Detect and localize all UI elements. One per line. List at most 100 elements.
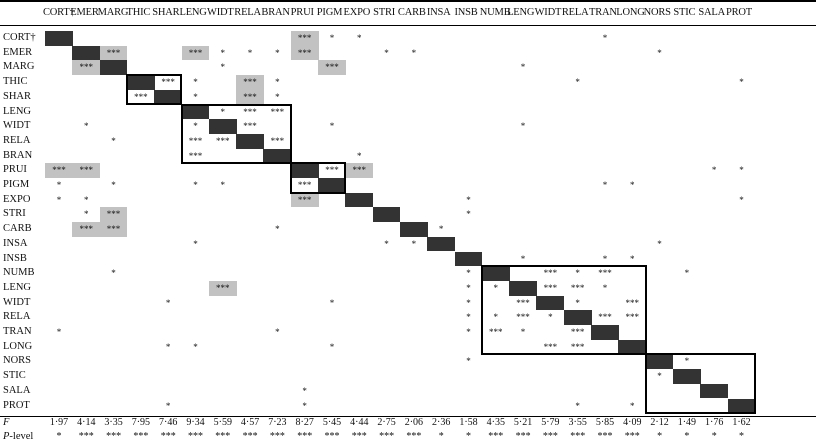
f-value: 1·62 — [732, 417, 751, 429]
f-value: 1·97 — [49, 417, 69, 429]
column-header: TRAN — [589, 7, 617, 18]
row-header: BRAN — [3, 149, 33, 161]
diagonal-cell — [563, 310, 592, 325]
significance-cell: * — [247, 47, 253, 58]
p-level-value: *** — [78, 431, 94, 443]
row-header: MARG — [3, 61, 35, 73]
significance-cell: * — [302, 400, 307, 411]
significance-cell: * — [711, 165, 717, 176]
significance-cell: *** — [215, 135, 230, 146]
significance-cell: * — [356, 33, 362, 43]
header-rule — [0, 25, 816, 26]
significance-cell: *** — [625, 312, 639, 323]
f-value: 8·27 — [295, 417, 314, 429]
significance-cell: * — [466, 297, 471, 308]
column-header: INSB — [454, 7, 478, 18]
column-header: EMER — [70, 7, 99, 18]
row-header: RELA — [3, 311, 31, 323]
significance-cell: *** — [236, 89, 264, 105]
p-level-value: *** — [351, 431, 367, 443]
row-header: INSB — [3, 252, 27, 264]
significance-cell: *** — [45, 163, 73, 178]
diagonal-cell — [536, 295, 565, 311]
significance-cell: * — [575, 77, 580, 88]
row-header: TRAN — [3, 326, 32, 337]
column-header: LENG — [507, 7, 535, 18]
significance-cell: * — [411, 238, 417, 249]
significance-cell: * — [193, 180, 198, 190]
significance-cell: *** — [488, 327, 503, 337]
row-header: WIDT — [3, 296, 31, 308]
significance-cell: *** — [161, 77, 175, 88]
significance-cell: * — [629, 400, 635, 411]
f-value: 1·58 — [459, 417, 478, 429]
diagonal-cell — [618, 339, 647, 355]
column-header: STIC — [673, 7, 696, 18]
significance-cell: * — [193, 91, 198, 102]
significance-cell: *** — [570, 327, 585, 337]
diagonal-cell — [427, 236, 456, 252]
p-level-value: *** — [133, 431, 149, 443]
p-level-value: *** — [297, 431, 313, 443]
diagonal-cell — [509, 280, 537, 296]
block-outline — [289, 162, 347, 194]
significance-cell: *** — [72, 60, 101, 76]
significance-cell: *** — [598, 268, 612, 279]
row-header: STRI — [3, 208, 26, 220]
significance-cell: *** — [345, 163, 374, 178]
significance-cell: * — [329, 297, 335, 308]
f-row-label: F — [3, 417, 10, 429]
significance-cell: *** — [570, 282, 585, 293]
significance-cell: *** — [297, 180, 312, 190]
column-header: CARB — [397, 7, 426, 18]
significance-cell: * — [384, 47, 389, 58]
f-value: 5·21 — [513, 417, 533, 429]
diagonal-cell — [236, 133, 264, 149]
diagonal-cell — [208, 119, 237, 134]
significance-cell: * — [602, 282, 608, 293]
diagonal-cell — [72, 45, 101, 61]
block-outline — [644, 353, 756, 415]
significance-cell: * — [302, 385, 307, 396]
significance-cell: * — [83, 194, 89, 205]
p-level-value: *** — [488, 431, 504, 443]
row-header: NUMB — [3, 267, 35, 279]
significance-cell: * — [275, 91, 280, 102]
significance-cell: *** — [516, 297, 530, 308]
f-value: 2·06 — [404, 417, 424, 429]
diagonal-cell — [727, 398, 756, 414]
significance-cell: *** — [290, 31, 319, 46]
column-header: STRI — [373, 7, 396, 18]
diagonal-cell — [154, 89, 183, 105]
significance-cell: *** — [318, 60, 346, 76]
f-value: 7·23 — [268, 417, 287, 429]
column-header: NUMB — [479, 7, 511, 18]
significance-cell: *** — [72, 163, 101, 178]
row-header: PRUI — [3, 164, 27, 176]
p-level-value: *** — [515, 431, 531, 443]
significance-cell: * — [56, 194, 62, 205]
significance-cell: * — [520, 327, 526, 337]
p-level-row-label: P-level — [3, 431, 34, 443]
significance-cell: *** — [208, 280, 237, 296]
diagonal-cell — [645, 354, 674, 370]
column-header: PRUI — [290, 7, 314, 18]
f-value: 5·79 — [541, 417, 560, 429]
diagonal-cell — [318, 178, 346, 193]
p-level-value: *** — [106, 431, 122, 443]
significance-cell: *** — [270, 135, 285, 146]
column-header: LONG — [616, 7, 645, 18]
significance-cell: * — [739, 165, 744, 176]
column-header: PIGM — [316, 7, 343, 18]
f-value: 5·45 — [322, 417, 342, 429]
top-rule — [0, 0, 816, 2]
row-header: CARB — [3, 223, 32, 235]
significance-cell: * — [411, 47, 417, 58]
p-level-value: * — [438, 431, 444, 443]
f-value: 2·12 — [650, 417, 669, 429]
significance-cell: *** — [188, 150, 203, 161]
significance-cell: * — [466, 312, 471, 323]
column-header: CORT† — [43, 7, 75, 18]
p-level-value: *** — [215, 431, 231, 443]
p-level-value: * — [56, 431, 62, 443]
